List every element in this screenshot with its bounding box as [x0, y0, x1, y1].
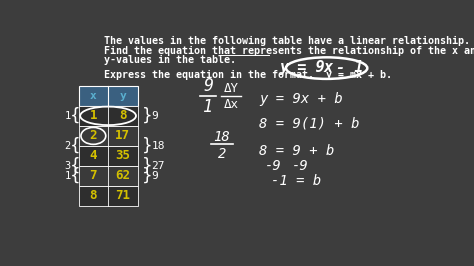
Text: }: } — [141, 107, 152, 125]
Text: y = 9: y = 9 — [280, 60, 325, 75]
FancyBboxPatch shape — [79, 146, 137, 166]
Text: y = 9x + b: y = 9x + b — [259, 92, 343, 106]
Text: 8 = 9(1) + b: 8 = 9(1) + b — [259, 117, 360, 131]
Text: 3: 3 — [64, 161, 71, 171]
Text: 8: 8 — [119, 109, 127, 122]
Text: 1: 1 — [90, 109, 97, 122]
Text: y-values in the table.: y-values in the table. — [104, 55, 236, 65]
FancyBboxPatch shape — [79, 86, 137, 106]
Text: 4: 4 — [90, 149, 97, 162]
Text: }: } — [141, 167, 152, 185]
Text: Δx: Δx — [224, 98, 239, 111]
Text: -1 = b: -1 = b — [271, 174, 321, 188]
Text: 8 = 9 + b: 8 = 9 + b — [259, 144, 335, 157]
Text: 9: 9 — [152, 111, 158, 121]
Text: 71: 71 — [115, 189, 130, 202]
Text: 2: 2 — [90, 129, 97, 142]
Text: 9: 9 — [203, 77, 213, 95]
Text: }: } — [141, 157, 152, 175]
Text: The values in the following table have a linear relationship.: The values in the following table have a… — [104, 36, 470, 46]
Text: 17: 17 — [115, 129, 130, 142]
Text: -9: -9 — [265, 159, 282, 173]
Text: }: } — [141, 137, 152, 155]
Text: 1: 1 — [64, 111, 71, 121]
FancyBboxPatch shape — [79, 106, 137, 126]
Text: ΔY: ΔY — [224, 82, 239, 95]
Text: 18: 18 — [152, 141, 165, 151]
Text: Express the equation in the format,  y = mx + b.: Express the equation in the format, y = … — [104, 70, 392, 80]
Text: {: { — [69, 137, 80, 155]
Text: 8: 8 — [90, 189, 97, 202]
Text: x: x — [324, 60, 333, 75]
FancyBboxPatch shape — [79, 186, 137, 206]
Text: 2: 2 — [218, 147, 226, 161]
Text: {: { — [69, 157, 80, 175]
Text: -9: -9 — [292, 159, 309, 173]
Text: 1: 1 — [203, 98, 213, 116]
FancyBboxPatch shape — [79, 166, 137, 186]
Text: 7: 7 — [90, 169, 97, 182]
Text: 2: 2 — [64, 141, 71, 151]
Text: 1: 1 — [64, 171, 71, 181]
Text: {: { — [69, 167, 80, 185]
Text: 62: 62 — [115, 169, 130, 182]
Text: Find the equation that represents the relationship of the x and: Find the equation that represents the re… — [104, 46, 474, 56]
Text: x: x — [90, 91, 97, 101]
Text: 9: 9 — [152, 171, 158, 181]
FancyBboxPatch shape — [79, 126, 137, 146]
Text: {: { — [69, 107, 80, 125]
Text: 18: 18 — [214, 130, 230, 144]
Text: y: y — [119, 91, 126, 101]
Text: - 1: - 1 — [336, 60, 364, 75]
Text: 35: 35 — [115, 149, 130, 162]
Text: 27: 27 — [152, 161, 165, 171]
